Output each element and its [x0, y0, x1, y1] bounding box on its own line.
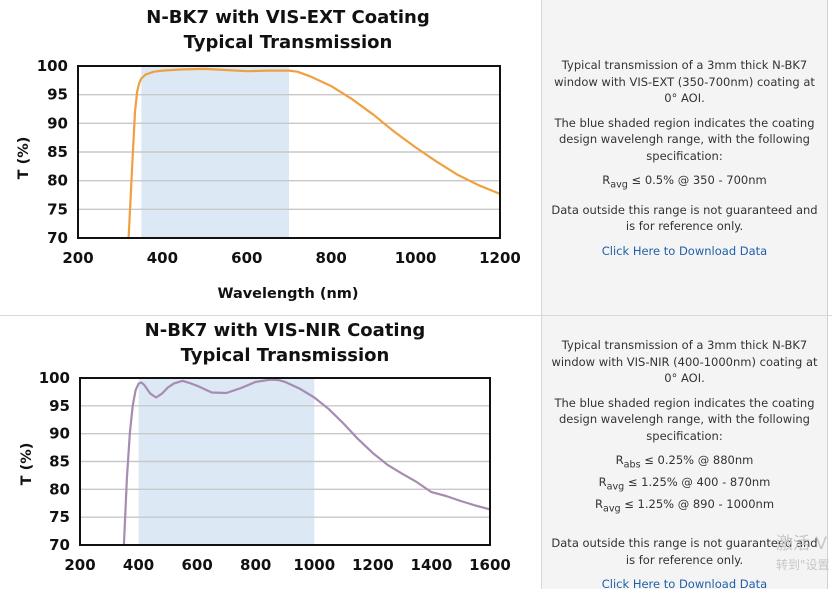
x-tick-label: 1200: [479, 249, 521, 267]
x-tick-label: 200: [62, 249, 93, 267]
panel-disclaimer: Data outside this range is not guarantee…: [551, 202, 818, 234]
y-tick-label: 70: [49, 536, 70, 554]
y-tick-label: 100: [37, 57, 68, 75]
download-data-link[interactable]: Click Here to Download Data: [601, 243, 768, 258]
y-tick-label: 80: [47, 172, 68, 190]
x-tick-label: 800: [316, 249, 347, 267]
y-tick-label: 95: [49, 397, 70, 415]
panel-disclaimer: Data outside this range is not guarantee…: [551, 536, 818, 567]
chart-title: N-BK7 with VIS-NIR Coating: [145, 320, 426, 341]
x-axis-label: Wavelength (nm): [217, 286, 358, 302]
chart-subtitle: Typical Transmission: [184, 32, 393, 53]
activation-watermark: 激活 V: [776, 534, 828, 554]
spec-line: Ravg ≤ 1.25% @ 400 - 870nm: [598, 474, 771, 493]
transmission-chart-vis-nir: N-BK7 with VIS-NIR Coating Typical Trans…: [19, 320, 511, 574]
activation-watermark-sub: 转到"设置: [776, 558, 830, 572]
y-tick-label: 90: [49, 425, 70, 443]
spec-line: Ravg ≤ 0.5% @ 350 - 700nm: [602, 173, 767, 191]
page-edge-line: [827, 0, 828, 589]
chart-cell-vis-nir: N-BK7 with VIS-NIR Coating Typical Trans…: [0, 316, 541, 589]
x-tick-label: 1000: [293, 556, 335, 574]
chart-title: N-BK7 with VIS-EXT Coating: [146, 7, 429, 28]
y-tick-label: 90: [47, 114, 68, 132]
panel-specs: Ravg ≤ 0.5% @ 350 - 700nm: [548, 172, 821, 194]
y-axis-label: T (%): [19, 443, 35, 486]
panel-description: Typical transmission of a 3mm thick N-BK…: [554, 58, 815, 105]
x-tick-label: 1200: [352, 556, 394, 574]
coating-row-vis-nir: N-BK7 with VIS-NIR Coating Typical Trans…: [0, 316, 832, 592]
y-tick-label: 100: [39, 369, 70, 387]
x-tick-label: 1600: [469, 556, 511, 574]
y-tick-label: 70: [47, 229, 68, 247]
x-tick-label: 1400: [411, 556, 453, 574]
transmission-chart-vis-ext: N-BK7 with VIS-EXT Coating Typical Trans…: [16, 7, 521, 302]
download-data-link[interactable]: Click Here to Download Data: [601, 577, 768, 592]
chart-subtitle: Typical Transmission: [181, 345, 390, 366]
y-axis-label: T (%): [16, 137, 32, 180]
panel-shaded-note: The blue shaded region indicates the coa…: [554, 395, 815, 443]
y-tick-label: 95: [47, 86, 68, 104]
x-tick-label: 600: [181, 556, 212, 574]
spec-line: Ravg ≤ 1.25% @ 890 - 1000nm: [594, 496, 775, 514]
y-tick-label: 75: [49, 508, 70, 526]
y-tick-label: 75: [47, 200, 68, 218]
description-panel-vis-ext: Typical transmission of a 3mm thick N-BK…: [541, 0, 827, 315]
panel-specs: Rabs ≤ 0.25% @ 880nm Ravg ≤ 1.25% @ 400 …: [548, 452, 821, 517]
x-tick-label: 1000: [395, 249, 437, 267]
y-tick-label: 80: [49, 480, 70, 498]
transmission-series-line: [127, 67, 500, 238]
x-tick-label: 600: [231, 249, 262, 267]
description-panel-vis-nir: Typical transmission of a 3mm thick N-BK…: [541, 316, 827, 592]
plot-frame: [79, 377, 491, 546]
panel-shaded-note: The blue shaded region indicates the coa…: [554, 115, 815, 163]
x-tick-label: 400: [123, 556, 154, 574]
y-tick-label: 85: [49, 453, 70, 471]
x-tick-label: 400: [147, 249, 178, 267]
x-tick-label: 800: [240, 556, 271, 574]
chart-cell-vis-ext: N-BK7 with VIS-EXT Coating Typical Trans…: [0, 0, 541, 315]
plot-frame: [77, 65, 501, 239]
transmission-series-line: [122, 378, 490, 545]
coating-row-vis-ext: N-BK7 with VIS-EXT Coating Typical Trans…: [0, 0, 832, 316]
panel-description: Typical transmission of a 3mm thick N-BK…: [551, 338, 818, 385]
spec-line: Rabs ≤ 0.25% @ 880nm: [615, 453, 754, 471]
y-tick-label: 85: [47, 143, 68, 161]
x-tick-label: 200: [64, 556, 95, 574]
